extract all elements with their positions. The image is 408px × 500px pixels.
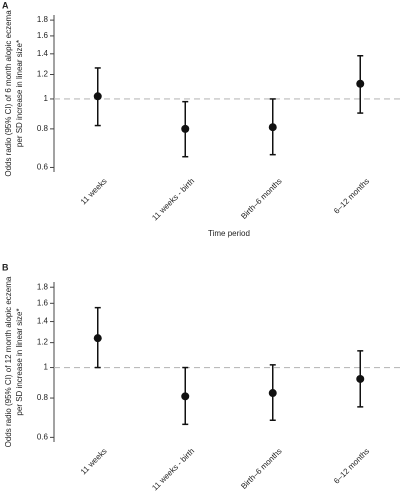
panel-label: A [2,0,9,10]
x-tick-label: 6–12 months [332,177,371,216]
point [268,123,277,132]
x-axis-label: Time period [208,229,250,238]
point [181,392,190,401]
y-tick-label: 1.8 [37,282,49,291]
y-tick-label: 1.2 [37,338,49,347]
panel-label: B [2,262,9,272]
y-tick-label: 0.6 [37,163,49,172]
y-tick-label: 1 [44,94,49,103]
x-tick-label: 11 weeks [79,447,109,477]
point [268,389,277,398]
x-tick-label: 11 weeks - birth [150,447,196,493]
x-tick-label: Birth–6 months [239,447,283,491]
point [93,92,102,101]
x-tick-label: 11 weeks - birth [150,177,196,223]
point [356,374,365,383]
y-tick-label: 0.6 [37,432,49,441]
y-tick-label: 1.6 [37,31,49,40]
x-tick-label: Birth–6 months [239,177,283,221]
y-tick-label: 1.4 [37,317,49,326]
x-tick-label: 6–12 months [332,447,371,486]
y-axis-label: Odds radio (95% CI) of 12 month alopic e… [4,276,13,447]
x-tick-label: 11 weeks [79,177,109,207]
y-tick-label: 0.8 [37,393,49,402]
point [181,124,190,133]
y-axis-label: per SD increase in linear size* [15,40,24,147]
y-tick-label: 1.4 [37,49,49,58]
y-axis-label: Odds radio (95% CI) of 6 month alopic ec… [4,10,13,177]
y-tick-label: 0.8 [37,124,49,133]
point [93,334,102,343]
y-tick-label: 1.2 [37,70,49,79]
y-tick-label: 1.6 [37,298,49,307]
y-tick-label: 1 [44,363,49,372]
point [356,79,365,88]
y-axis-label: per SD increase in linear size* [15,308,24,415]
y-tick-label: 1.8 [37,15,49,24]
